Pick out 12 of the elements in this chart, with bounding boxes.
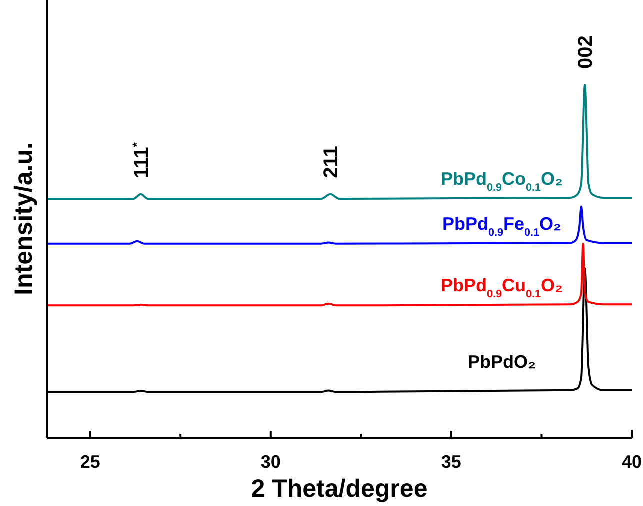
annotation: 002 [575,36,598,69]
x-tick-label: 25 [80,452,100,472]
annotation: 211 [320,146,342,178]
series-label: PbPd$_{0.9}$Co$_{0.1}$O₂ [440,169,564,194]
x-axis-title: 2 Theta/degree [251,475,428,503]
series-label: PbPdO₂ [468,352,536,372]
x-tick-label: 30 [260,452,281,472]
series-label: PbPd$_{0.9}$Cu$_{0.1}$O₂ [440,276,564,301]
y-axis-title: Intensity/a.u. [10,142,38,296]
x-tick-label: 40 [622,452,642,472]
series-label: PbPd$_{0.9}$Fe$_{0.1}$O₂ [442,214,562,239]
x-tick-label: 35 [441,452,462,472]
